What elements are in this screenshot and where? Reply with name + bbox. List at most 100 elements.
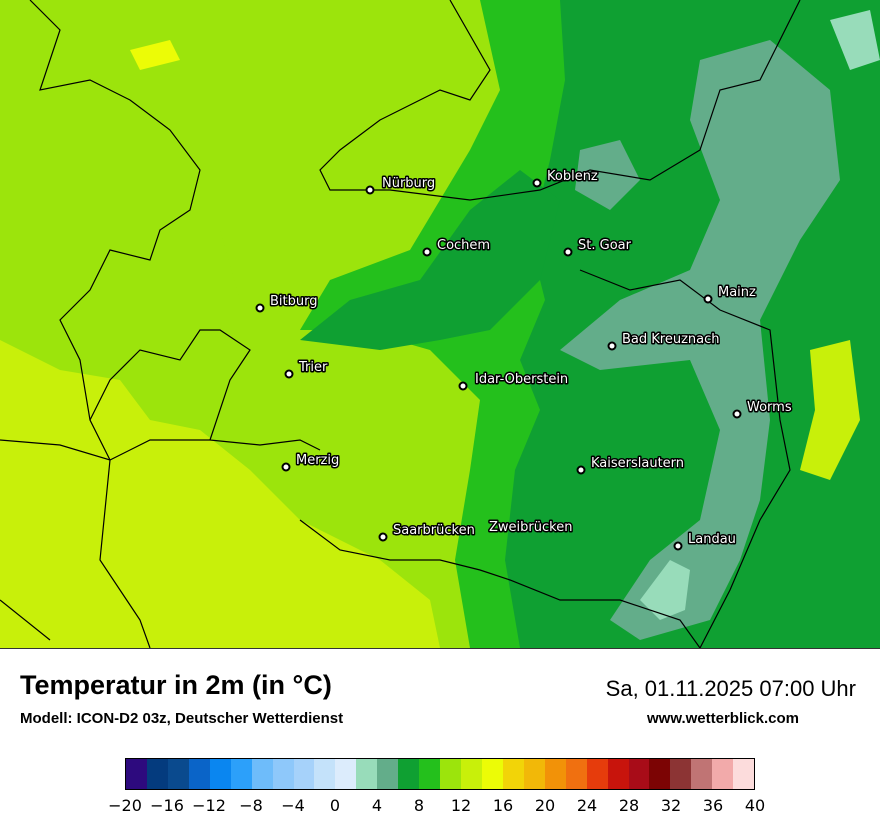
city-cochem: Cochem [422, 237, 492, 257]
city-bitburg: Bitburg [255, 293, 319, 313]
colorbar-segment [167, 759, 189, 789]
city-dot [458, 381, 468, 391]
colorbar-segment [314, 759, 336, 789]
colorbar-segment [461, 759, 482, 789]
city-dot [563, 247, 573, 257]
temp-zone-0-4-north [830, 10, 880, 70]
colorbar-segment [586, 759, 608, 789]
city-label: Bitburg [270, 294, 318, 309]
city-idar-oberstein: Idar-Oberstein [458, 371, 570, 391]
colorbar-segment [293, 759, 315, 789]
colorbar-segment [230, 759, 252, 789]
city-label: Bad Kreuznach [622, 332, 720, 347]
city-st-goar: St. Goar [563, 237, 633, 257]
colorbar-segment [126, 759, 147, 789]
temperature-colorbar [125, 758, 755, 790]
city-trier: Trier [284, 359, 329, 379]
city-merzig: Merzig [281, 452, 341, 472]
colorbar-segment [565, 759, 587, 789]
city-dot [673, 541, 683, 551]
colorbar-tick-label: 28 [618, 796, 640, 815]
colorbar-segment [481, 759, 503, 789]
colorbar-segment [523, 759, 545, 789]
city-dot [365, 185, 375, 195]
colorbar-segment [544, 759, 566, 789]
city-label: Saarbrücken [393, 523, 475, 538]
colorbar-segment [628, 759, 650, 789]
city-dot [378, 532, 388, 542]
city-dot [607, 341, 617, 351]
colorbar-tick-label: 40 [744, 796, 766, 815]
city-n-rburg: Nürburg [365, 175, 437, 195]
city-markers: Nürburg Koblenz Cochem St. Goar Mainz Bitburg… [255, 168, 793, 551]
city-label: Landau [688, 532, 736, 547]
city-dot [732, 409, 742, 419]
colorbar-segment [209, 759, 231, 789]
colorbar-tick-label: 0 [329, 796, 341, 815]
colorbar-segment [377, 759, 399, 789]
city-label: Idar-Oberstein [475, 372, 568, 387]
city-label: Zweibrücken [489, 520, 572, 535]
city-landau: Landau [673, 531, 737, 551]
city-label: Trier [298, 360, 328, 375]
colorbar-segment [733, 759, 755, 789]
city-dot [284, 369, 294, 379]
city-dot [255, 303, 265, 313]
colorbar-tick-label: −12 [192, 796, 226, 815]
city-label: Kaiserslautern [591, 456, 684, 471]
map-title: Temperatur in 2m (in °C) [20, 670, 332, 700]
colorbar-tick-label: 4 [371, 796, 383, 815]
colorbar-segment [335, 759, 357, 789]
forecast-datetime: Sa, 01.11.2025 07:00 Uhr [605, 676, 856, 701]
city-zweibr-cken: Zweibrücken [488, 519, 574, 537]
colorbar-segment [712, 759, 734, 789]
colorbar-tick-label: −4 [281, 796, 305, 815]
model-info: Modell: ICON-D2 03z, Deutscher Wetterdie… [20, 710, 344, 727]
temp-zone-4-6 [560, 40, 840, 640]
state-borders [89, 0, 801, 648]
colorbar-segment [440, 759, 461, 789]
colorbar-segment [251, 759, 273, 789]
city-koblenz: Koblenz [532, 168, 599, 188]
colorbar-segment [607, 759, 629, 789]
colorbar-tick-label: 36 [702, 796, 724, 815]
colorbar-tick-label: −8 [239, 796, 263, 815]
city-mainz: Mainz [703, 284, 758, 304]
colorbar-tick-label: −16 [150, 796, 184, 815]
colorbar-tick-label: 8 [413, 796, 425, 815]
colorbar-tick-label: 16 [492, 796, 514, 815]
city-saarbr-cken: Saarbrücken [378, 522, 476, 542]
colorbar-tick-label: 24 [576, 796, 598, 815]
city-label: Koblenz [547, 169, 598, 184]
colorbar-segment [398, 759, 420, 789]
temp-zone-14-16 [130, 40, 180, 70]
colorbar-tick-label: 32 [660, 796, 682, 815]
colorbar-segment [419, 759, 441, 789]
city-label: St. Goar [578, 238, 632, 253]
colorbar-segment [691, 759, 713, 789]
city-label: Cochem [437, 238, 490, 253]
colorbar-segment [649, 759, 671, 789]
temp-zone-14-16-east [800, 340, 860, 480]
city-label: Worms [747, 400, 792, 415]
city-bad-kreuznach: Bad Kreuznach [607, 331, 721, 351]
temp-zone-4-6-north [575, 140, 640, 210]
country-borders [0, 0, 701, 648]
colorbar-tick-label: −20 [108, 796, 142, 815]
city-dot [576, 465, 586, 475]
city-dot [532, 178, 542, 188]
city-dot [703, 294, 713, 304]
colorbar-segment [272, 759, 294, 789]
city-kaiserslautern: Kaiserslautern [576, 455, 686, 475]
city-dot [422, 247, 432, 257]
city-label: Mainz [718, 285, 756, 300]
temperature-map[interactable]: Nürburg Koblenz Cochem St. Goar Mainz Bitburg… [0, 0, 880, 649]
website-link[interactable]: www.wetterblick.com [647, 710, 799, 727]
colorbar-ticks: −20 −16 −12 −8 −4 0 4 8 12 16 20 24 28 32 36 40 [108, 796, 765, 820]
colorbar-segment [670, 759, 692, 789]
city-dot [281, 462, 291, 472]
colorbar-segment [146, 759, 168, 789]
colorbar-tick-label: 20 [534, 796, 556, 815]
colorbar-tick-label: 12 [450, 796, 472, 815]
temp-zone-10-12-west [0, 110, 240, 360]
